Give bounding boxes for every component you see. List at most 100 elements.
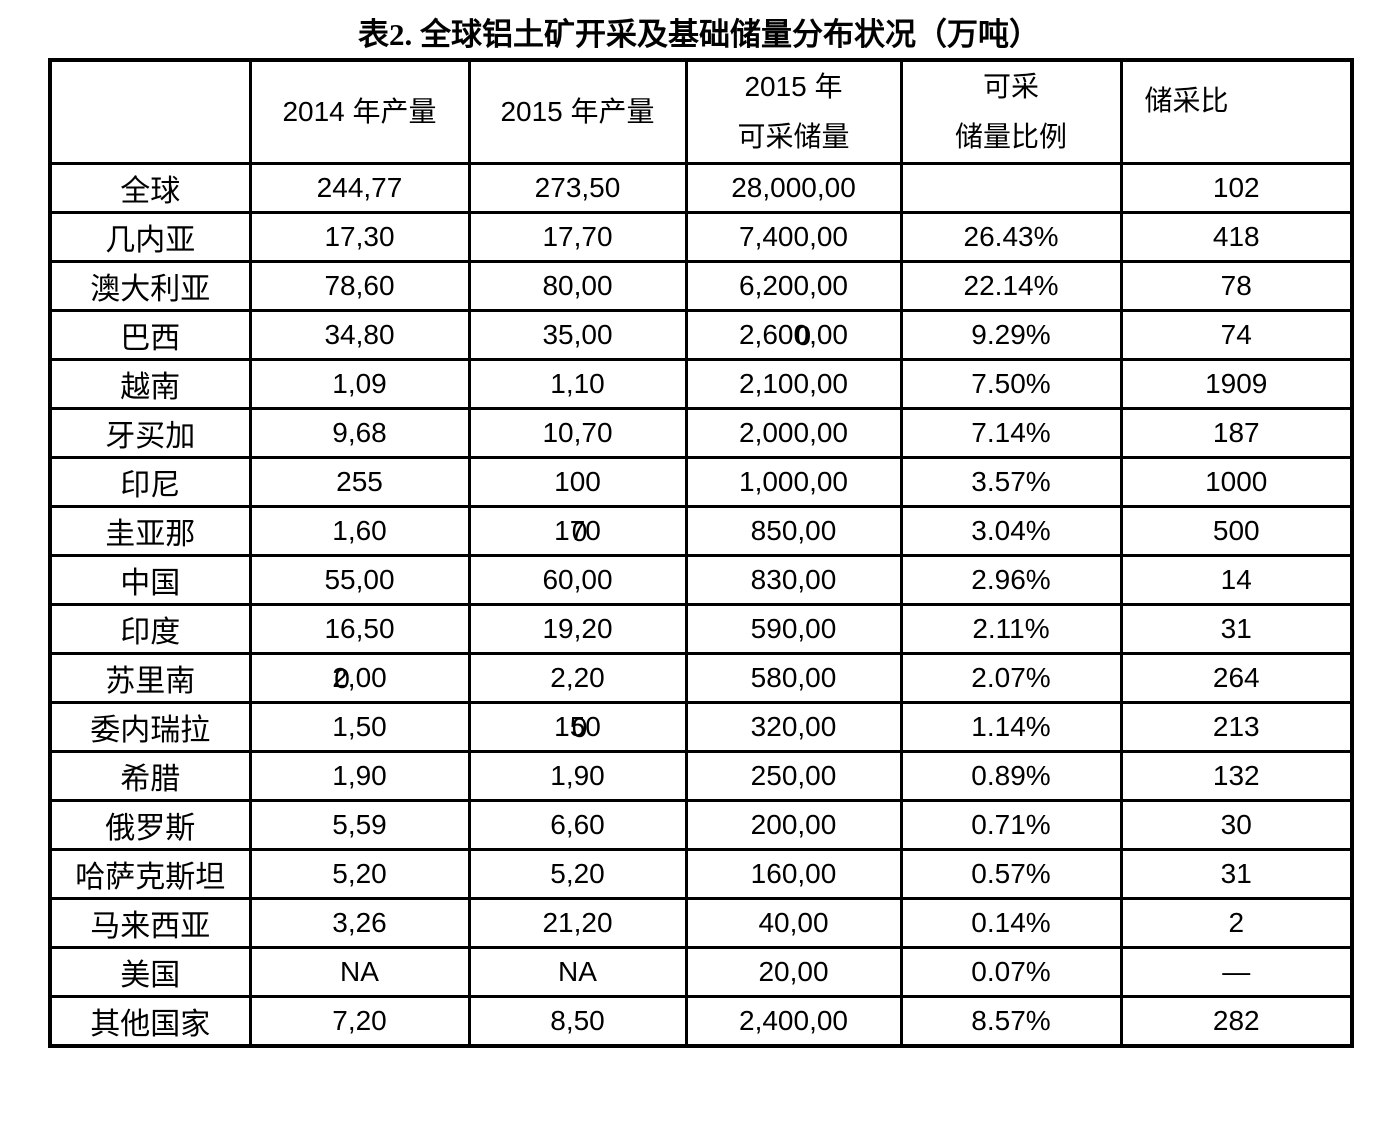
country-cell: 苏里南 bbox=[48, 652, 252, 704]
cell-2015-production: 60,00 bbox=[467, 554, 688, 606]
glitch-glyph-a: 0 bbox=[793, 319, 810, 350]
cell-reserve-share: 2.07% bbox=[899, 652, 1123, 704]
header-label-line1: 2015 年 bbox=[744, 71, 843, 102]
cell-2014-production: 1,90 bbox=[248, 750, 471, 802]
glitch-pre: 1 bbox=[554, 711, 570, 742]
cell-2014-production: 16,50 bbox=[248, 603, 471, 655]
cell-2014-production: 1,09 bbox=[248, 358, 471, 410]
cell-2015-production: 21,20 bbox=[467, 897, 688, 949]
cell-2015-reserves: 20,00 bbox=[684, 946, 903, 998]
header-label: 2015 年产量 bbox=[500, 96, 655, 127]
cell-2015-reserves: 580,00 bbox=[684, 652, 903, 704]
table-row-vietnam: 越南 1,09 1,10 2,100,00 7.50% 1909 bbox=[48, 358, 1354, 410]
cell-2015-production: 1,10 bbox=[467, 358, 688, 410]
cell-reserve-share: 9.29% bbox=[899, 309, 1123, 361]
country-cell: 俄罗斯 bbox=[48, 799, 252, 851]
table-row-australia: 澳大利亚 78,60 80,00 6,200,00 22.14% 78 bbox=[48, 260, 1354, 312]
table-title: 表2. 全球铝土矿开采及基础储量分布状况（万吨） bbox=[358, 17, 1040, 52]
country-cell: 希腊 bbox=[48, 750, 252, 802]
cell-2015-reserves: 6,200,00 bbox=[684, 260, 903, 312]
table-row-venezuela: 委内瑞拉 1,50 15 0 0 320,00 1.14% 213 bbox=[48, 701, 1354, 753]
cell-2015-production-glitched: 15 0 0 bbox=[467, 701, 688, 753]
glitch-post: 0 bbox=[585, 515, 601, 546]
glitch-pre: 1 bbox=[554, 515, 570, 546]
header-label-line2: 可采储量 bbox=[737, 121, 850, 152]
table-row-suriname: 苏里南 2, 0 00 2,20 580,00 2.07% 264 bbox=[48, 652, 1354, 704]
cell-2014-production-glitched: 2, 0 00 bbox=[248, 652, 471, 704]
glitch-glyph-b: 0 bbox=[795, 320, 812, 351]
cell-2014-production: 7,20 bbox=[248, 995, 471, 1047]
cell-2015-reserves: 2,000,00 bbox=[684, 407, 903, 459]
glitch-glyph-b: 0 bbox=[334, 663, 350, 694]
cell-2015-production: 35,00 bbox=[467, 309, 688, 361]
table-row-usa: 美国 NA NA 20,00 0.07% — bbox=[48, 946, 1354, 998]
glitch-post: ,00 bbox=[809, 319, 848, 350]
cell-2015-reserves: 40,00 bbox=[684, 897, 903, 949]
table-row-indonesia: 印尼 255 100 1,000,00 3.57% 1000 bbox=[48, 456, 1354, 508]
cell-2015-production: NA bbox=[467, 946, 688, 998]
cell-2015-production: 19,20 bbox=[467, 603, 688, 655]
cell-ratio: 282 bbox=[1119, 995, 1354, 1047]
cell-2014-production: 1,60 bbox=[248, 505, 471, 557]
cell-2015-reserves: 200,00 bbox=[684, 799, 903, 851]
cell-reserve-share: 7.50% bbox=[899, 358, 1123, 410]
country-cell: 马来西亚 bbox=[48, 897, 252, 949]
cell-ratio: 102 bbox=[1119, 162, 1354, 214]
cell-2015-reserves: 320,00 bbox=[684, 701, 903, 753]
table-row-global: 全球 244,77 273,50 28,000,00 102 bbox=[48, 162, 1354, 214]
cell-ratio: 31 bbox=[1119, 848, 1354, 900]
country-cell: 几内亚 bbox=[48, 211, 252, 263]
glitch-post: 00 bbox=[355, 662, 387, 693]
table-row-guyana: 圭亚那 1,60 17 0 0 850,00 3.04% 500 bbox=[48, 505, 1354, 557]
cell-2015-reserves: 28,000,00 bbox=[684, 162, 903, 214]
cell-2015-production: 2,20 bbox=[467, 652, 688, 704]
cell-reserve-share: 22.14% bbox=[899, 260, 1123, 312]
cell-2015-reserves-glitched: 2,600 0,00 bbox=[684, 309, 903, 361]
cell-2015-reserves: 590,00 bbox=[684, 603, 903, 655]
cell-2014-production: 3,26 bbox=[248, 897, 471, 949]
table-row-other-countries: 其他国家 7,20 8,50 2,400,00 8.57% 282 bbox=[48, 995, 1354, 1047]
table-row-brazil: 巴西 34,80 35,00 2,600 0,00 9.29% 74 bbox=[48, 309, 1354, 361]
cell-2014-production: 255 bbox=[248, 456, 471, 508]
glitch-pre: 2,60 bbox=[738, 319, 794, 350]
cell-2015-reserves: 250,00 bbox=[684, 750, 903, 802]
header-reserve-share: 可采 储量比例 bbox=[899, 58, 1123, 165]
bauxite-table: 2014 年产量 2015 年产量 2015 年可采储量 可采 储量比例 储采比 … bbox=[48, 58, 1354, 1048]
cell-2014-production: 55,00 bbox=[248, 554, 471, 606]
cell-ratio: 2 bbox=[1119, 897, 1354, 949]
cell-reserve-share: 7.14% bbox=[899, 407, 1123, 459]
cell-reserve-share: 0.57% bbox=[899, 848, 1123, 900]
glitch-glyph-a: 2, bbox=[332, 662, 356, 693]
glitch-glyph-a: 7 bbox=[569, 515, 586, 546]
cell-reserve-share: 2.11% bbox=[899, 603, 1123, 655]
cell-ratio: 78 bbox=[1119, 260, 1354, 312]
cell-reserve-share: 3.57% bbox=[899, 456, 1123, 508]
country-cell: 圭亚那 bbox=[48, 505, 252, 557]
cell-2015-reserves: 160,00 bbox=[684, 848, 903, 900]
cell-2015-reserves: 7,400,00 bbox=[684, 211, 903, 263]
cell-2014-production: 1,50 bbox=[248, 701, 471, 753]
cell-2015-production-glitched: 17 0 0 bbox=[467, 505, 688, 557]
country-cell: 印度 bbox=[48, 603, 252, 655]
header-2015-reserves: 2015 年可采储量 bbox=[684, 58, 903, 165]
country-cell: 哈萨克斯坦 bbox=[48, 848, 252, 900]
cell-ratio: 1000 bbox=[1119, 456, 1354, 508]
cell-2014-production: 5,20 bbox=[248, 848, 471, 900]
country-cell: 美国 bbox=[48, 946, 252, 998]
cell-2015-production: 100 bbox=[467, 456, 688, 508]
cell-reserve-share: 0.89% bbox=[899, 750, 1123, 802]
cell-ratio: 132 bbox=[1119, 750, 1354, 802]
glitch-post: 0 bbox=[585, 711, 601, 742]
cell-ratio: 30 bbox=[1119, 799, 1354, 851]
country-cell: 印尼 bbox=[48, 456, 252, 508]
table-row-russia: 俄罗斯 5,59 6,60 200,00 0.71% 30 bbox=[48, 799, 1354, 851]
cell-reserve-share bbox=[899, 162, 1123, 214]
header-row: 2014 年产量 2015 年产量 2015 年可采储量 可采 储量比例 储采比 bbox=[48, 58, 1354, 165]
country-cell: 澳大利亚 bbox=[48, 260, 252, 312]
table-row-india: 印度 16,50 19,20 590,00 2.11% 31 bbox=[48, 603, 1354, 655]
table-row-malaysia: 马来西亚 3,26 21,20 40,00 0.14% 2 bbox=[48, 897, 1354, 949]
header-label-line2: 储量比例 bbox=[954, 121, 1067, 152]
cell-2014-production: 34,80 bbox=[248, 309, 471, 361]
